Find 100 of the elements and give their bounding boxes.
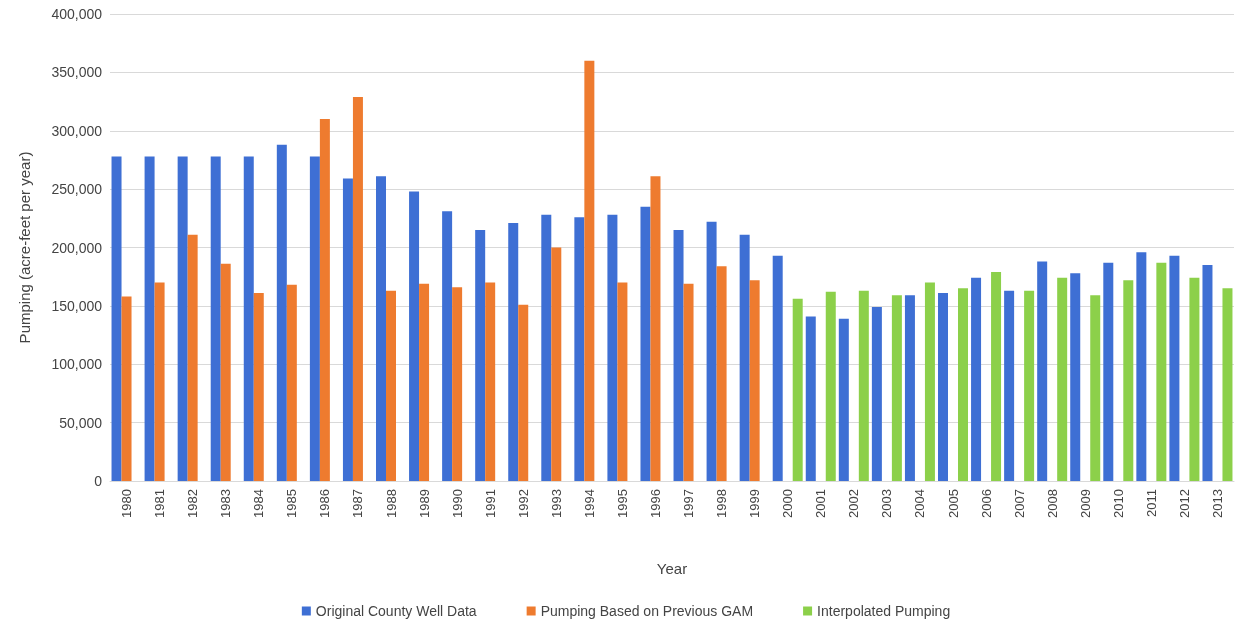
legend-label: Pumping Based on Previous GAM [540, 603, 754, 619]
bar [1136, 252, 1147, 481]
bar [452, 287, 463, 481]
y-tick-label: 0 [94, 473, 103, 489]
x-tick-label: 2011 [1143, 489, 1159, 517]
x-tick-label: 1988 [383, 489, 399, 518]
y-tick-label: 150,000 [51, 297, 103, 314]
bar [508, 222, 519, 481]
bar [177, 156, 188, 481]
bar [1004, 290, 1015, 481]
x-tick-label: 1993 [548, 489, 564, 518]
x-tick-label: 2013 [1209, 489, 1225, 518]
bar [871, 307, 882, 481]
x-tick-label: 1995 [614, 489, 630, 518]
bar [111, 156, 122, 481]
bar [650, 176, 661, 481]
bar [319, 119, 330, 481]
bar [475, 229, 486, 481]
y-axis-title: Pumping (acre-feet per year) [16, 151, 33, 344]
bar [144, 156, 155, 481]
bar [1156, 262, 1167, 481]
bar [1070, 273, 1081, 481]
bar [805, 316, 816, 481]
bar [617, 282, 628, 481]
x-tick-label: 1996 [647, 489, 663, 518]
bar [1222, 288, 1233, 481]
y-tick-label: 400,000 [51, 6, 103, 22]
bar [253, 293, 264, 481]
x-tick-label: 1987 [350, 489, 366, 518]
y-tick-label: 250,000 [51, 181, 103, 198]
x-tick-label: 1998 [714, 489, 730, 518]
x-tick-label: 1982 [185, 489, 201, 518]
bar [286, 284, 297, 481]
bar [551, 247, 562, 481]
x-tick-label: 1992 [515, 489, 531, 518]
bar [673, 229, 684, 481]
bar [1202, 265, 1213, 481]
x-tick-label: 2007 [1011, 489, 1027, 518]
bar [825, 291, 836, 481]
x-tick-label: 2009 [1077, 489, 1093, 518]
bar [1169, 255, 1180, 481]
x-tick-label: 1989 [416, 489, 432, 518]
bar [891, 295, 902, 481]
x-tick-label: 2002 [846, 489, 862, 518]
bar [971, 277, 982, 481]
x-tick-label: 1985 [284, 489, 300, 518]
x-tick-label: 2006 [978, 489, 994, 518]
bar [716, 266, 727, 481]
bar [574, 217, 585, 481]
bar [220, 263, 231, 481]
x-tick-label: 2008 [1044, 489, 1060, 518]
bar [1090, 295, 1101, 481]
x-axis-title: Year [656, 560, 688, 577]
bar [1057, 277, 1068, 481]
y-tick-label: 50,000 [59, 414, 103, 431]
x-tick-label: 1990 [449, 489, 465, 518]
x-tick-label: 2000 [780, 489, 796, 518]
bar [739, 234, 750, 481]
bar [838, 318, 849, 481]
bar [1189, 277, 1200, 481]
bar [1123, 280, 1134, 481]
bar [154, 282, 165, 481]
bar [309, 156, 320, 481]
bar [376, 176, 386, 481]
legend-label: Original County Well Data [315, 603, 477, 619]
bar [419, 283, 430, 481]
bar [683, 283, 694, 481]
x-tick-label: 1983 [218, 489, 234, 518]
x-tick-label: 2004 [912, 489, 928, 518]
x-tick-label: 1986 [317, 489, 333, 518]
bar [541, 214, 552, 481]
x-tick-label: 1981 [152, 489, 168, 518]
bar [858, 290, 869, 481]
y-tick-label: 300,000 [51, 122, 103, 139]
x-tick-label: 1994 [581, 489, 597, 518]
bar [1037, 261, 1048, 481]
bar [1103, 262, 1114, 481]
bar [792, 298, 803, 481]
bar [607, 214, 618, 481]
x-tick-label: 1997 [681, 489, 697, 518]
bar [342, 178, 353, 481]
x-tick-label: 2012 [1176, 489, 1192, 518]
bar [485, 282, 496, 481]
bar [706, 221, 717, 481]
bar [352, 96, 363, 481]
x-tick-label: 2001 [813, 489, 829, 518]
bar [991, 272, 1002, 481]
bar [904, 295, 915, 481]
y-tick-label: 100,000 [51, 356, 103, 373]
x-tick-label: 1999 [747, 489, 763, 518]
bar [187, 234, 198, 481]
x-tick-label: 1980 [119, 489, 135, 518]
bar [210, 156, 221, 481]
bar [442, 211, 453, 481]
x-tick-label: 2003 [879, 489, 895, 518]
bar [924, 282, 935, 481]
bar [938, 293, 948, 481]
y-tick-label: 200,000 [51, 239, 103, 256]
bar [409, 191, 420, 481]
bar [640, 206, 651, 481]
